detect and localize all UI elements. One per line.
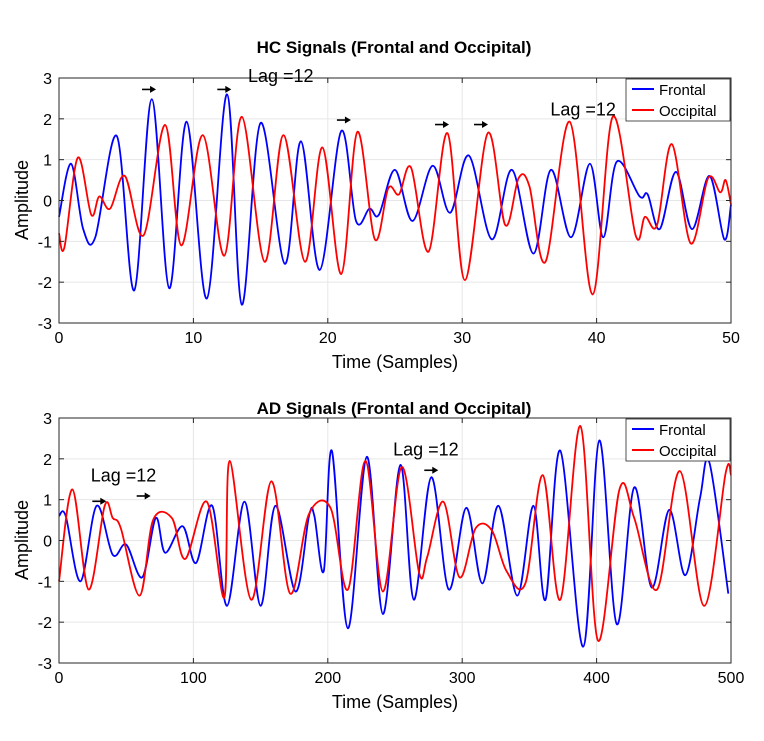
y-tick-label: -3 [38,656,52,673]
y-tick-label: -1 [38,574,52,591]
annotation-layer: Lag =12 Lag =12 [142,66,616,129]
lag-arrow-head [432,466,439,474]
tick-layer: 0 10 20 30 40 50 -3 -2 -1 0 1 2 3 [38,71,740,347]
legend: Frontal Occipital [625,78,731,122]
lag-arrow-head [144,492,151,500]
lag-arrow-head [225,85,232,93]
series-layer [58,425,732,648]
y-tick-label: -1 [38,234,52,251]
legend: Frontal Occipital [625,418,731,462]
legend-label-occipital: Occipital [659,103,717,120]
ad-chart: AD Signals (Frontal and Occipital) 0 100 2… [12,399,744,712]
tick-layer: 0 100 200 300 400 500 -3 -2 -1 0 1 2 3 [38,411,745,687]
series-line-occipital [58,425,732,642]
lag-arrow-head [344,116,351,124]
x-tick-label: 0 [55,670,64,687]
legend-label-frontal: Frontal [659,82,706,99]
chart-title: AD Signals (Frontal and Occipital) [257,399,532,418]
y-axis-label: Amplitude [12,160,32,240]
series-line-frontal [58,93,732,306]
y-axis-label: Amplitude [12,500,32,580]
y-tick-label: -2 [38,275,52,292]
x-tick-label: 30 [453,330,471,347]
lag-annotation: Lag =12 [550,100,616,120]
y-tick-label: 1 [43,153,52,170]
legend-box [625,418,731,462]
series-layer [58,93,732,306]
x-axis-label: Time (Samples) [332,352,458,372]
x-tick-label: 0 [55,330,64,347]
lag-arrow-head [150,85,157,93]
y-tick-label: 2 [43,452,52,469]
y-tick-label: 3 [43,411,52,428]
x-tick-label: 100 [180,670,207,687]
lag-arrow-head [482,121,489,129]
lag-arrow-head [100,497,107,505]
legend-label-occipital: Occipital [659,443,717,460]
x-tick-label: 500 [718,670,745,687]
x-tick-label: 200 [314,670,341,687]
y-tick-label: 0 [43,534,52,551]
legend-box [625,78,731,122]
y-tick-label: 3 [43,71,52,88]
y-tick-label: 2 [43,112,52,129]
x-axis-label: Time (Samples) [332,692,458,712]
y-tick-label: 0 [43,194,52,211]
annotation-layer: Lag =12 Lag =12 [91,440,459,505]
x-tick-label: 40 [588,330,606,347]
chart-title: HC Signals (Frontal and Occipital) [257,38,532,57]
legend-label-frontal: Frontal [659,422,706,439]
hc-chart: HC Signals (Frontal and Occipital) 0 10 20… [12,38,740,372]
y-tick-label: 1 [43,493,52,510]
series-line-occipital [58,115,732,296]
x-tick-label: 300 [449,670,476,687]
x-tick-label: 400 [583,670,610,687]
lag-annotation: Lag =12 [248,66,314,86]
x-tick-label: 50 [722,330,740,347]
lag-arrow-head [443,121,450,129]
x-tick-label: 10 [185,330,203,347]
y-tick-label: -2 [38,615,52,632]
lag-annotation: Lag =12 [91,465,157,485]
y-tick-label: -3 [38,316,52,333]
x-tick-label: 20 [319,330,337,347]
lag-annotation: Lag =12 [393,440,459,460]
